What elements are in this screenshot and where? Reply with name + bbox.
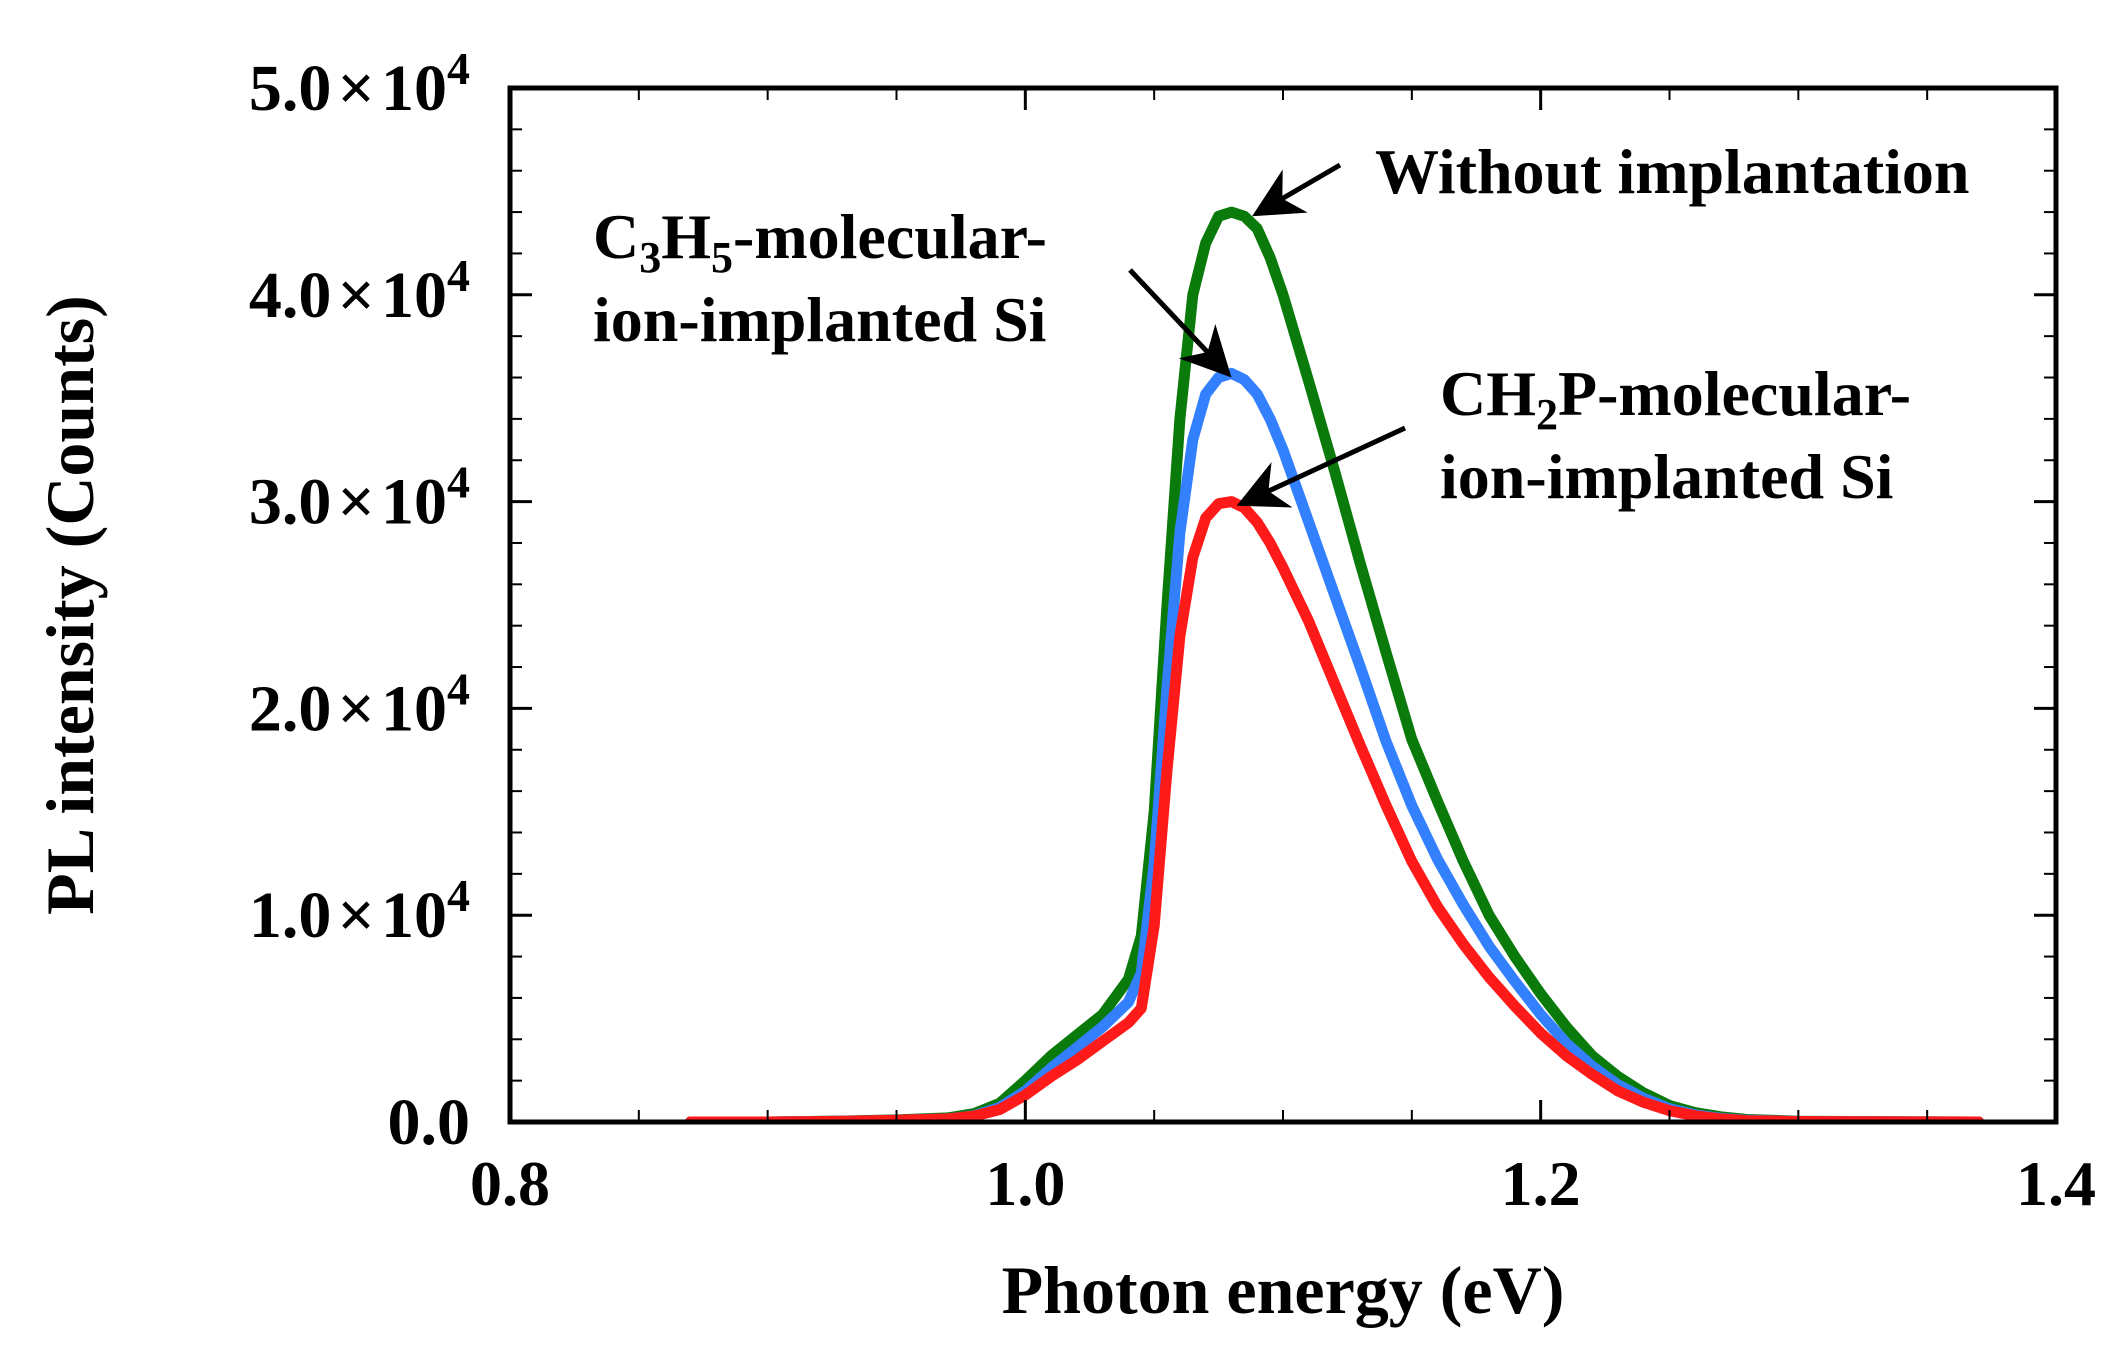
series-line-0: [684, 206, 1985, 1122]
annotation-label-0: Without implantation: [1375, 136, 1970, 207]
y-tick-label: 5.0×104: [249, 43, 470, 125]
x-tick-label: 1.2: [1501, 1148, 1581, 1219]
annotation-label-1: ion-implanted Si: [593, 284, 1046, 355]
y-tick-label: 3.0×104: [249, 457, 470, 539]
x-tick-label: 0.8: [470, 1148, 550, 1219]
annotation-label-2: CH2P-molecular-: [1440, 358, 1911, 439]
y-tick-label: 0.0: [388, 1086, 471, 1159]
x-axis-label: Photon energy (eV): [1002, 1252, 1565, 1328]
y-tick-label: 2.0×104: [249, 663, 470, 745]
y-tick-label: 4.0×104: [249, 250, 470, 332]
annotation-arrow-0: [1252, 162, 1342, 217]
x-tick-label: 1.4: [2016, 1148, 2096, 1219]
ticks-layer: 0.8 1.0 1.2 1.4 0.0 1.0×104 2.0×104 3.0×104 4.0×…: [249, 43, 2096, 1219]
x-tick-label: 1.0: [985, 1148, 1065, 1219]
annotation-layer: Without implantation C3H5-molecular-ion-i…: [593, 136, 1970, 512]
series-line-2: [684, 496, 1985, 1122]
y-axis-label: PL intensity (Counts): [32, 295, 108, 915]
annotation-arrow-1: [1128, 268, 1232, 378]
annotation-arrow-2: [1236, 425, 1407, 508]
y-tick-label: 1.0×104: [249, 870, 470, 952]
series-layer: [684, 206, 1985, 1122]
annotation-label-2: ion-implanted Si: [1440, 441, 1893, 512]
annotation-label-1: C3H5-molecular-: [593, 201, 1047, 282]
